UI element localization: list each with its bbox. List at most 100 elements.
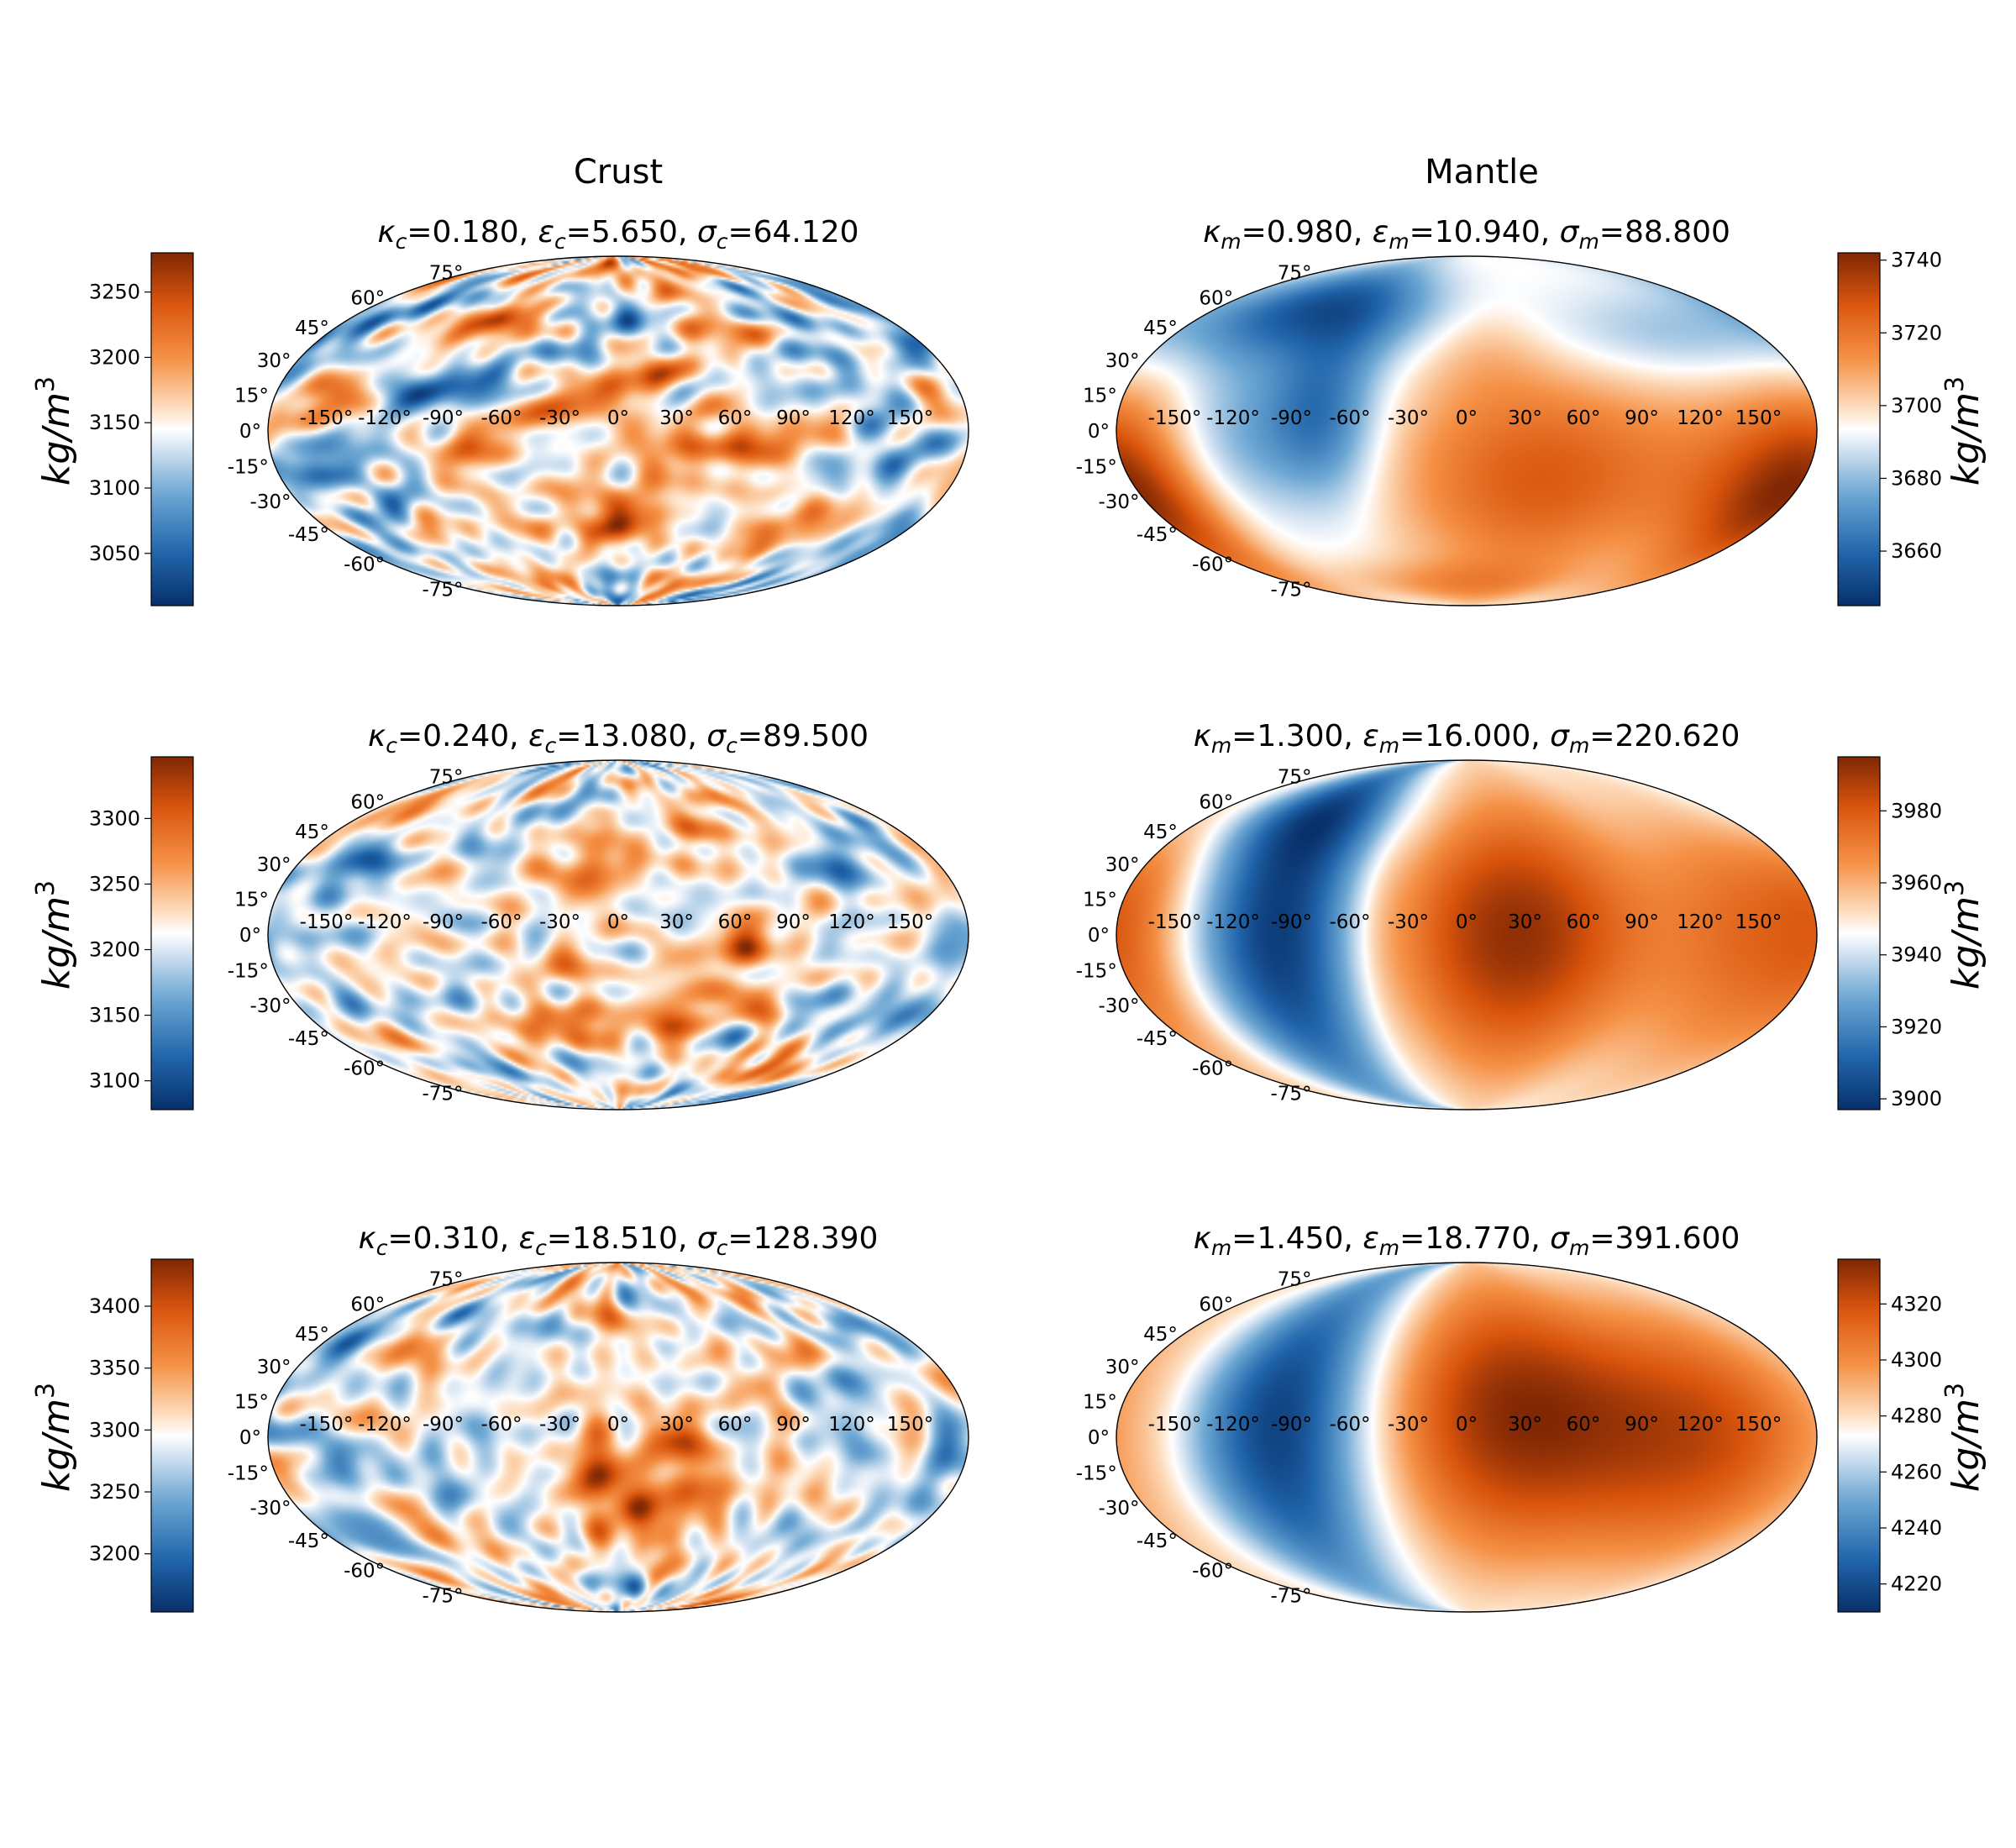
epsilon-subscript: m [1379,733,1399,758]
sigma-value: =391.600 [1589,1221,1740,1256]
kappa-symbol: κ [368,719,386,753]
lat-tick-label: 45° [1143,822,1178,843]
colorbar-tick-label: 3150 [89,411,140,434]
lon-tick-label: 0° [1456,1414,1478,1436]
colorbar-tick-label: 3150 [89,1004,140,1027]
sigma-subscript: c [717,229,728,254]
colorbar-tick-label: 3700 [1891,394,1942,417]
colorbar-tick-label: 3980 [1891,799,1942,822]
sigma-subscript: m [1569,1236,1589,1260]
colorbar-tick-label: 3250 [89,1480,140,1504]
epsilon-symbol: ε [1373,215,1389,249]
colorbar-tick-label: 3200 [89,345,140,369]
kappa-subscript: c [386,733,397,758]
lat-tick-label: -30° [249,1498,291,1520]
epsilon-value: =13.080, [556,719,706,753]
lon-tick-label: -150° [1148,407,1202,429]
lat-tick-label: 60° [1199,1294,1233,1315]
epsilon-value: =16.000, [1399,719,1550,753]
colorbar: 3660 3680 3700 3720 3740 kg/m3 [1837,249,1987,606]
colorbar-tick-label: 3940 [1891,943,1942,967]
colorbar-gradient [150,252,194,606]
lat-tick-label: 30° [1105,1357,1140,1378]
lat-tick-label: 15° [1083,889,1117,911]
colorbar-tick-label: 4220 [1891,1572,1942,1596]
lat-tick-label: -15° [1076,457,1117,479]
colorbar-label-exponent: 3 [31,376,60,392]
colorbar-tick-label: 3960 [1891,871,1942,895]
colorbar: 3050 3100 3150 3200 3250 kg/m3 [31,252,194,606]
colorbar-gradient [1837,252,1881,606]
map-outline [1116,759,1818,1110]
lon-tick-label: 30° [659,1414,694,1436]
lat-tick-label: -60° [344,1561,385,1583]
map-panel-crust-row1: κc=0.180, εc=5.650, σc=64.12075°60°45°30… [31,215,969,606]
sigma-subscript: m [1578,229,1599,254]
lon-tick-label: 150° [1735,407,1782,429]
lon-tick-label: 60° [718,1414,753,1436]
colorbar-tick-label: 3920 [1891,1015,1942,1038]
density-map [1116,256,1817,606]
map-panel-crust-row3: κc=0.310, εc=18.510, σc=128.39075°60°45°… [31,1221,969,1613]
epsilon-value: =10.940, [1410,215,1560,249]
lat-tick-label: 30° [257,1357,291,1378]
lon-tick-label: 120° [1677,407,1723,429]
sigma-value: =64.120 [727,215,858,249]
lon-tick-label: -30° [539,407,580,429]
panel-title: κc=0.240, εc=13.080, σc=89.500 [368,719,869,758]
colorbar: 3900 3920 3940 3960 3980 kg/m3 [1837,756,1987,1110]
lon-tick-label: 90° [1625,407,1659,429]
lat-tick-label: 75° [1278,263,1312,285]
colorbar-label: kg/m3 [1940,880,1987,990]
sigma-symbol: σ [1560,215,1580,249]
lat-tick-label: 15° [234,385,269,407]
sigma-subscript: c [726,733,738,758]
lat-tick-label: -75° [422,1585,463,1607]
colorbar: 4220 4240 4260 4280 4300 4320 kg/m3 [1837,1258,1987,1613]
lon-tick-label: -90° [1271,1414,1312,1436]
lon-tick-label: 30° [1508,911,1542,933]
lat-tick-label: 45° [295,318,329,339]
kappa-value: =0.240, [397,719,528,753]
lon-tick-label: -120° [1206,1414,1260,1436]
colorbar-label-exponent: 3 [31,880,60,896]
lon-tick-label: 0° [607,407,629,429]
lat-tick-label: -60° [1192,1561,1233,1583]
lon-tick-label: -90° [423,407,464,429]
colorbar-tick-label: 3400 [89,1294,140,1318]
lon-tick-label: 30° [659,911,694,933]
epsilon-symbol: ε [1362,719,1378,753]
colorbar-label-exponent: 3 [1940,880,1970,896]
lon-tick-label: -30° [539,1414,580,1436]
lat-tick-label: 0° [239,925,261,947]
epsilon-subscript: m [1389,229,1409,254]
lon-tick-label: -30° [539,911,580,933]
lat-tick-label: 75° [429,263,464,285]
lon-tick-label: 90° [776,407,811,429]
colorbar-tick-label: 3100 [89,476,140,500]
lat-tick-label: -15° [228,1463,269,1485]
sigma-subscript: m [1569,733,1589,758]
kappa-symbol: κ [359,1221,377,1256]
colorbar-tick-label: 3250 [89,281,140,304]
lat-tick-label: 30° [257,854,291,876]
kappa-symbol: κ [1203,215,1221,249]
lat-tick-label: 15° [1083,385,1117,407]
lat-tick-label: 60° [350,791,385,813]
colorbar-tick-label: 3200 [89,938,140,962]
lat-tick-label: 30° [1105,350,1140,372]
lon-tick-label: -30° [1388,1414,1429,1436]
sigma-symbol: σ [1550,1221,1570,1256]
epsilon-symbol: ε [1362,1221,1378,1256]
lat-tick-label: -15° [228,457,269,479]
lat-tick-label: -30° [249,491,291,513]
lon-tick-label: -120° [358,911,412,933]
lat-tick-label: -60° [1192,554,1233,576]
sigma-subscript: c [717,1236,728,1260]
lon-tick-label: -120° [358,407,412,429]
density-map [1116,760,1817,1110]
map-outline [1116,1262,1818,1613]
kappa-value: =1.450, [1231,1221,1362,1256]
lat-tick-label: -75° [1270,579,1311,601]
